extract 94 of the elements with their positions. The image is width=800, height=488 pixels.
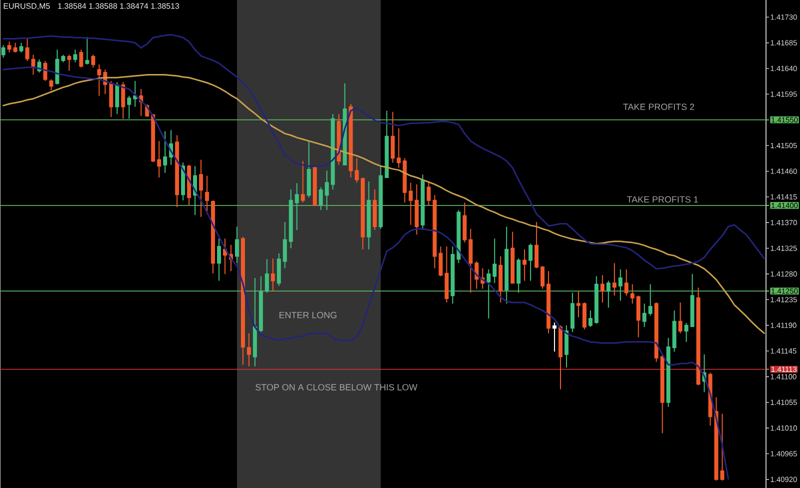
candlestick (127, 95, 132, 120)
candlestick (612, 262, 616, 296)
candlestick (684, 322, 688, 342)
candlestick (294, 182, 299, 230)
candlestick (85, 36, 90, 65)
candlestick (282, 222, 287, 269)
candlestick (624, 268, 628, 296)
candlestick (384, 110, 389, 178)
candlestick (378, 166, 383, 230)
candlestick (528, 243, 533, 282)
candlestick (570, 292, 574, 333)
candlestick (690, 273, 694, 328)
candlestick (7, 41, 12, 53)
candlestick (246, 332, 251, 367)
candlestick (492, 238, 497, 284)
candlestick (25, 38, 30, 62)
candlestick (672, 310, 676, 352)
candlestick (618, 268, 622, 302)
candlestick (402, 158, 407, 204)
candlestick (534, 222, 539, 269)
candlestick (462, 202, 467, 244)
candlestick (324, 170, 329, 211)
candlestick (504, 226, 509, 304)
candlestick (199, 159, 204, 218)
candlestick (546, 270, 551, 334)
candlestick (372, 188, 377, 230)
candlestick (510, 231, 515, 284)
candlestick (420, 174, 425, 230)
candlestick (588, 310, 592, 328)
ref-line-label: STOP ON A CLOSE BELOW THIS LOW (256, 384, 418, 390)
candlestick (606, 280, 610, 308)
candlestick (79, 49, 84, 68)
candlestick (31, 54, 36, 76)
candlestick (300, 160, 305, 204)
candlestick (306, 140, 311, 198)
candlestick (408, 182, 413, 226)
candlestick (109, 80, 114, 118)
candlestick (564, 324, 568, 368)
candlestick (13, 42, 18, 53)
candlestick (121, 82, 126, 120)
candlestick (642, 303, 646, 328)
candlestick (582, 302, 586, 330)
candlestick (414, 184, 419, 236)
ref-line-label: TAKE PROFITS 2 (623, 104, 694, 110)
candlestick (648, 284, 652, 316)
candlestick (19, 42, 24, 53)
candlestick (438, 246, 443, 277)
candlestick (594, 276, 598, 324)
candlestick (97, 64, 102, 96)
candlestick (205, 175, 210, 215)
candlestick (61, 54, 66, 63)
candlestick (600, 274, 604, 303)
candlestick (1, 44, 6, 58)
candlestick (552, 322, 557, 352)
candlestick (396, 128, 401, 168)
candlestick (234, 226, 239, 264)
candlestick (450, 246, 455, 304)
candlestick (216, 238, 221, 282)
candlestick (318, 186, 323, 211)
candlestick (67, 54, 72, 72)
candlestick (73, 49, 78, 63)
candlestick (426, 182, 431, 206)
candlestick (720, 413, 724, 482)
candlestick (91, 54, 96, 68)
candlestick (49, 78, 54, 91)
candlestick (354, 158, 359, 184)
candlestick (163, 130, 168, 174)
ref-line-label: TAKE PROFITS 1 (627, 196, 698, 203)
candlestick (133, 80, 138, 108)
candlestick (270, 258, 275, 292)
candlestick (276, 252, 281, 286)
candlestick (576, 290, 580, 318)
candlestick (360, 176, 365, 250)
candlestick (660, 354, 664, 434)
candlestick (157, 140, 162, 178)
candlestick (498, 256, 503, 303)
candlestick (558, 324, 563, 390)
candlestick (252, 277, 257, 367)
candlestick (444, 246, 449, 303)
candlestick (678, 302, 682, 334)
candlestick (522, 248, 527, 282)
candlestick (516, 258, 521, 294)
candlestick (366, 180, 371, 250)
ref-line-label: ENTER LONG (280, 312, 336, 318)
candlestick (636, 295, 640, 338)
candlestick (390, 111, 395, 164)
candlestick (432, 194, 437, 269)
candlestick (468, 228, 473, 294)
candlestick (288, 188, 293, 249)
candlestick (264, 258, 269, 294)
candlestick (540, 265, 545, 290)
candlestick (258, 276, 263, 333)
candlestick (486, 268, 491, 319)
candlestick (630, 284, 634, 304)
